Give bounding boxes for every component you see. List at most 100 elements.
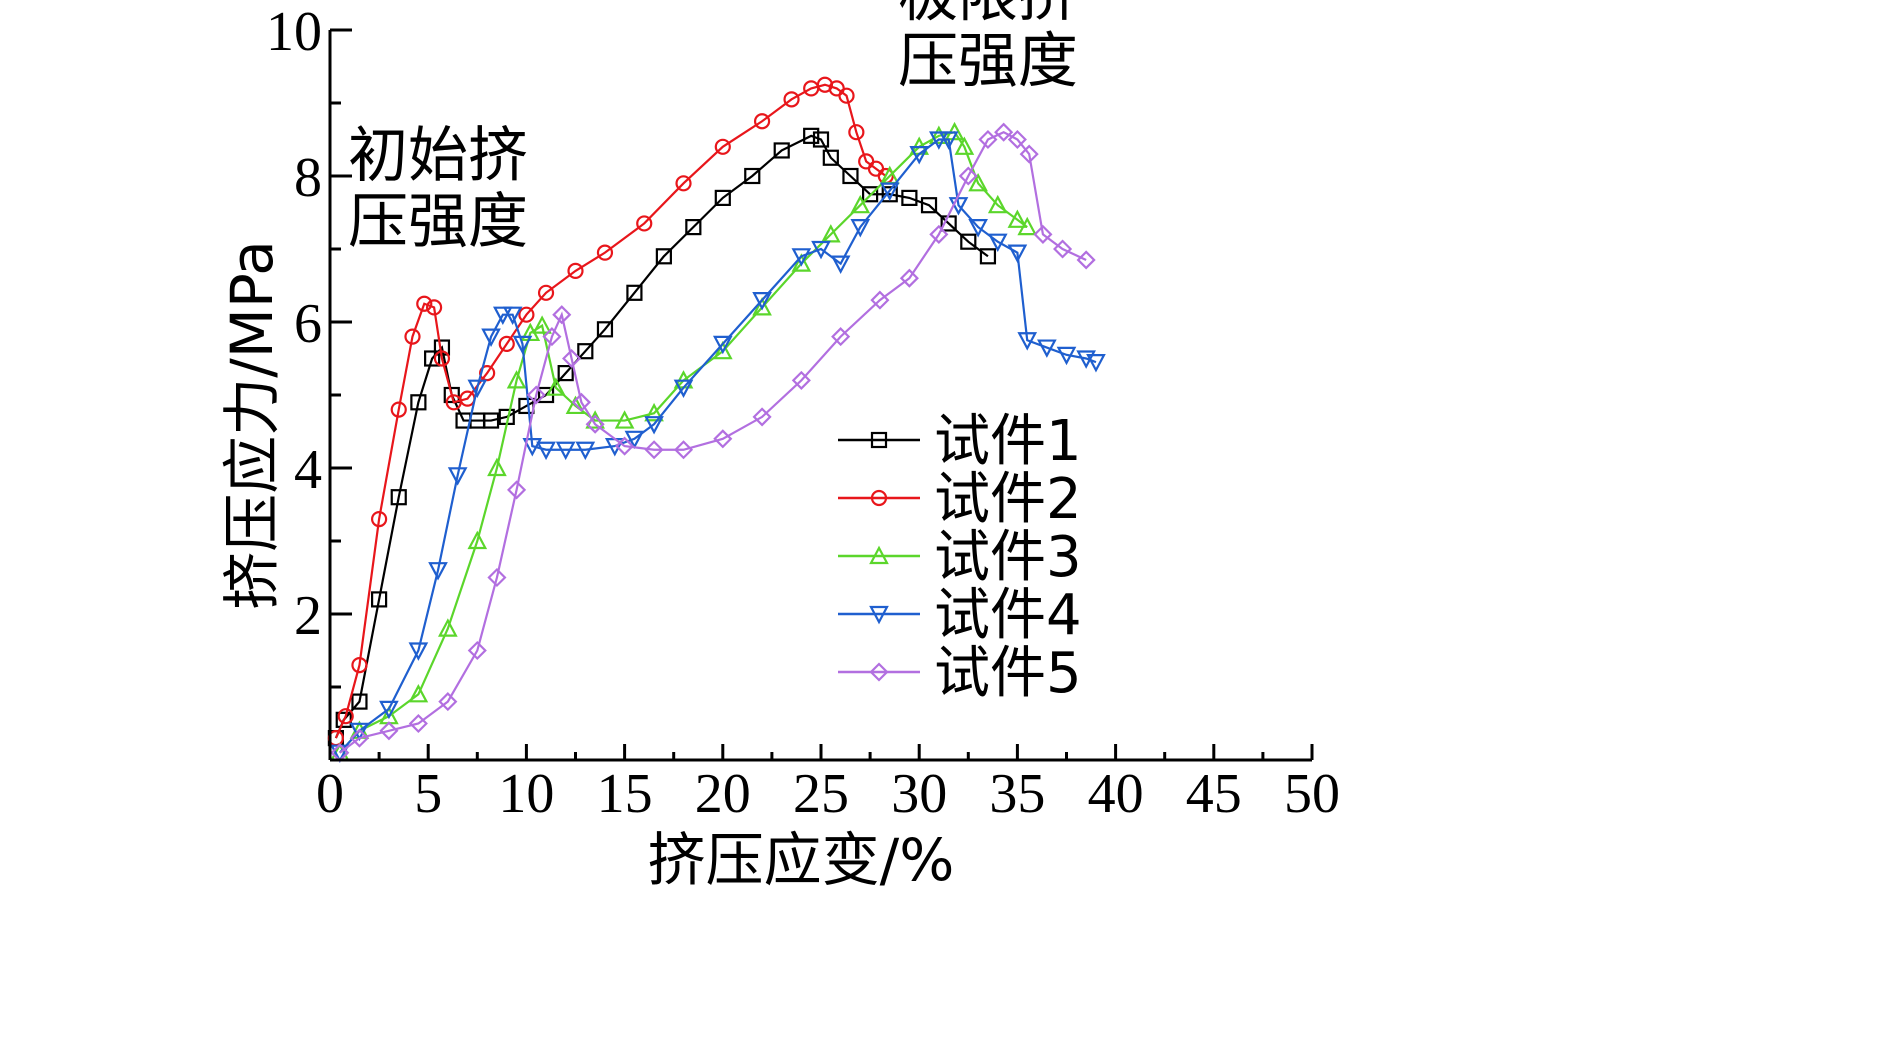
annotation-1-line-1: 初始挤 (348, 121, 528, 191)
annotation-2-line-2: 压强度 (898, 26, 1078, 96)
y-axis-title: 挤压应力/MPa (218, 240, 286, 610)
x-tick-label: 25 (793, 763, 849, 825)
data-point (351, 693, 368, 710)
data-point (655, 248, 672, 265)
data-point (773, 142, 790, 159)
data-point (713, 429, 733, 449)
data-point (901, 189, 918, 206)
data-point (371, 510, 388, 528)
data-point (675, 175, 692, 192)
data-point (712, 335, 733, 355)
data-point (938, 131, 959, 150)
x-axis-title: 挤压应变/% (648, 826, 955, 894)
series-line-4 (339, 138, 1097, 754)
data-point (899, 268, 919, 288)
data-point (428, 562, 448, 581)
data-point (390, 489, 407, 506)
data-point (498, 335, 515, 352)
data-point (349, 728, 370, 748)
data-point (850, 194, 871, 214)
data-point (424, 350, 441, 367)
data-point (518, 306, 535, 323)
data-point (644, 440, 664, 460)
data-point (954, 136, 975, 155)
series-1 (327, 127, 997, 747)
y-tick-label: 4 (294, 439, 322, 501)
data-point (425, 299, 443, 316)
data-point (1007, 244, 1028, 263)
data-point (615, 436, 635, 456)
data-point (467, 640, 487, 661)
data-point (624, 430, 645, 450)
data-point (1019, 144, 1039, 164)
data-point (909, 146, 930, 165)
legend-item: 试件3 (838, 525, 1082, 590)
data-point (861, 186, 879, 203)
data-point (929, 224, 949, 244)
data-point (337, 708, 354, 725)
data-point (987, 233, 1008, 253)
y-tick-label: 2 (294, 585, 322, 647)
data-point (447, 467, 468, 486)
data-point (410, 394, 427, 411)
data-point (978, 129, 998, 150)
data-point (848, 124, 865, 141)
data-point (811, 240, 831, 260)
series-2 (327, 76, 894, 747)
legend-marker (869, 605, 889, 625)
data-point (831, 327, 851, 347)
data-point (438, 692, 458, 712)
x-tick-label: 35 (989, 763, 1045, 825)
data-point (565, 395, 586, 415)
data-point (571, 392, 591, 412)
data-point (958, 166, 978, 186)
data-point (467, 530, 488, 550)
data-point (920, 197, 938, 214)
legend-label: 试件5 (934, 641, 1082, 706)
data-point (870, 290, 890, 310)
data-point (416, 295, 433, 312)
data-point (783, 91, 800, 108)
data-point (1007, 129, 1027, 150)
data-point (1007, 209, 1028, 228)
data-point (546, 377, 566, 396)
data-point (712, 340, 733, 360)
legend-item: 试件5 (838, 641, 1082, 706)
data-point (929, 131, 949, 150)
annotation-1-line-2: 压强度 (348, 187, 528, 257)
legend-label: 试件2 (934, 467, 1082, 532)
y-tick-label: 10 (266, 1, 322, 63)
data-point (408, 642, 429, 661)
data-point (487, 567, 507, 588)
data-point (526, 385, 546, 405)
data-point (673, 440, 694, 460)
x-tick-label: 50 (1284, 763, 1340, 825)
x-tick-label: 30 (891, 763, 947, 825)
x-tick-label: 45 (1186, 763, 1242, 825)
x-tick-label: 15 (597, 763, 653, 825)
data-point (512, 335, 533, 355)
data-point (522, 438, 543, 457)
data-point (1037, 339, 1057, 358)
data-point (596, 321, 614, 338)
data-point (542, 327, 562, 347)
data-point (506, 370, 527, 389)
data-point (791, 253, 812, 272)
data-point (557, 365, 574, 382)
data-point (994, 122, 1014, 142)
data-point (752, 407, 772, 427)
data-point (408, 683, 429, 703)
data-point (803, 127, 820, 144)
data-point (349, 722, 370, 742)
data-point (830, 255, 851, 274)
legend-label: 试件3 (934, 525, 1082, 590)
data-point (791, 248, 812, 267)
data-point (753, 113, 771, 130)
data-point (979, 248, 997, 265)
data-point (404, 328, 421, 345)
data-point (791, 370, 811, 390)
data-point (482, 412, 500, 429)
ticks: 0 5 10 15 20 25 30 35 40 45 50 2 4 6 8 10 (266, 1, 1340, 825)
series-line-2 (334, 83, 887, 739)
